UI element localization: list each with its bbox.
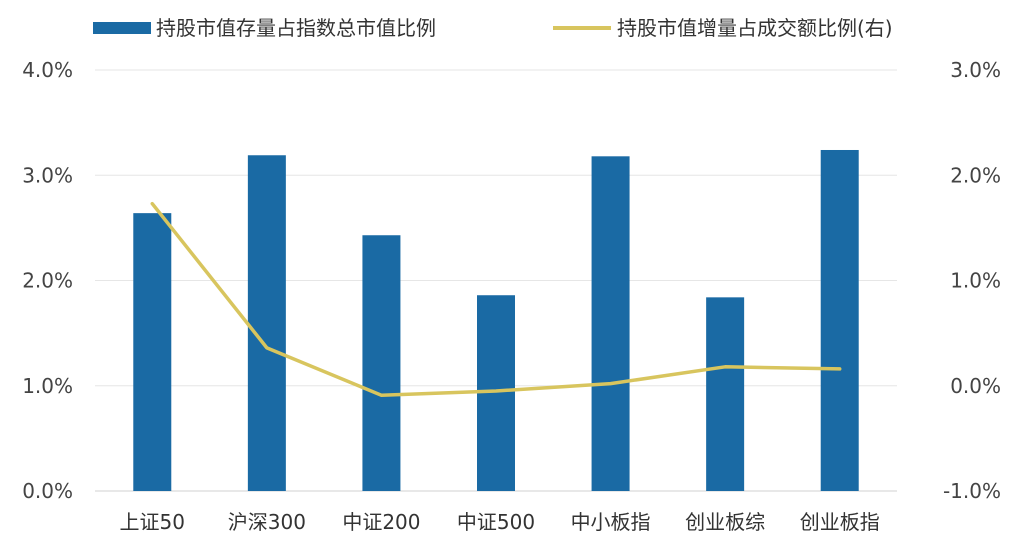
left-tick-label: 1.0% (22, 374, 73, 398)
bar (133, 213, 172, 491)
line-series (150, 201, 842, 397)
legend-bar-label: 持股市值存量占指数总市值比例 (156, 16, 436, 40)
left-tick-label: 3.0% (22, 163, 73, 187)
x-tick-label: 创业板指 (800, 510, 880, 534)
right-tick-label: 0.0% (950, 374, 1001, 398)
legend: 持股市值存量占指数总市值比例 持股市值增量占成交额比例(右) (93, 16, 893, 40)
legend-line-label: 持股市值增量占成交额比例(右) (617, 16, 893, 40)
right-axis-ticks: -1.0% 0.0% 1.0% 2.0% 3.0% (943, 58, 1001, 503)
bar (706, 297, 745, 491)
x-axis-ticks: 上证50 沪深300 中证200 中证500 中小板指 创业板综 创业板指 (120, 510, 880, 534)
x-tick-label: 中证500 (457, 510, 535, 534)
left-axis-ticks: 0.0% 1.0% 2.0% 3.0% 4.0% (22, 58, 73, 503)
legend-bar-swatch (93, 22, 151, 34)
x-tick-label: 中证200 (342, 510, 420, 534)
right-tick-label: -1.0% (943, 479, 1001, 503)
right-tick-label: 2.0% (950, 163, 1001, 187)
right-tick-label: 1.0% (950, 269, 1001, 293)
x-tick-label: 上证50 (120, 510, 185, 534)
left-tick-label: 4.0% (22, 58, 73, 82)
gridlines (95, 69, 897, 492)
bar (362, 235, 401, 491)
right-tick-label: 3.0% (950, 58, 1001, 82)
left-tick-label: 2.0% (22, 269, 73, 293)
bar-series (133, 149, 859, 492)
x-tick-label: 沪深300 (228, 510, 306, 534)
left-tick-label: 0.0% (22, 479, 73, 503)
x-tick-label: 创业板综 (685, 510, 765, 534)
x-tick-label: 中小板指 (571, 510, 651, 534)
bar (247, 155, 286, 491)
bar (591, 156, 630, 491)
bar (820, 149, 859, 492)
